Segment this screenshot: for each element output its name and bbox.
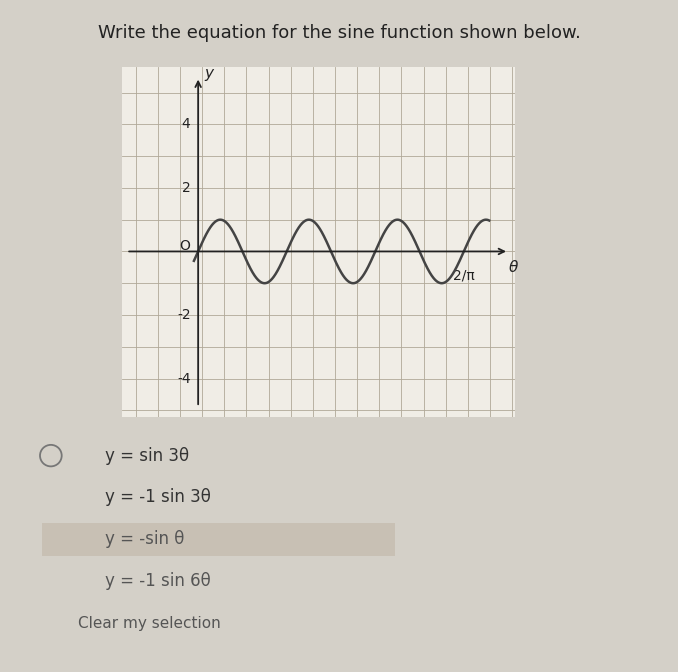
Text: y: y [204, 66, 213, 81]
Text: -4: -4 [177, 372, 191, 386]
Text: θ: θ [508, 260, 518, 275]
Text: y = -sin θ: y = -sin θ [105, 530, 184, 548]
Text: 4: 4 [182, 118, 191, 132]
Text: O: O [180, 239, 191, 253]
Text: Clear my selection: Clear my selection [78, 616, 221, 631]
Text: Write the equation for the sine function shown below.: Write the equation for the sine function… [98, 24, 580, 42]
Text: y = -1 sin 6θ: y = -1 sin 6θ [105, 572, 211, 589]
Text: y = sin 3θ: y = sin 3θ [105, 447, 189, 464]
Text: -2: -2 [177, 308, 191, 322]
Text: y = -1 sin 3θ: y = -1 sin 3θ [105, 489, 211, 506]
Text: 2: 2 [182, 181, 191, 195]
Text: 2/π: 2/π [453, 269, 475, 283]
